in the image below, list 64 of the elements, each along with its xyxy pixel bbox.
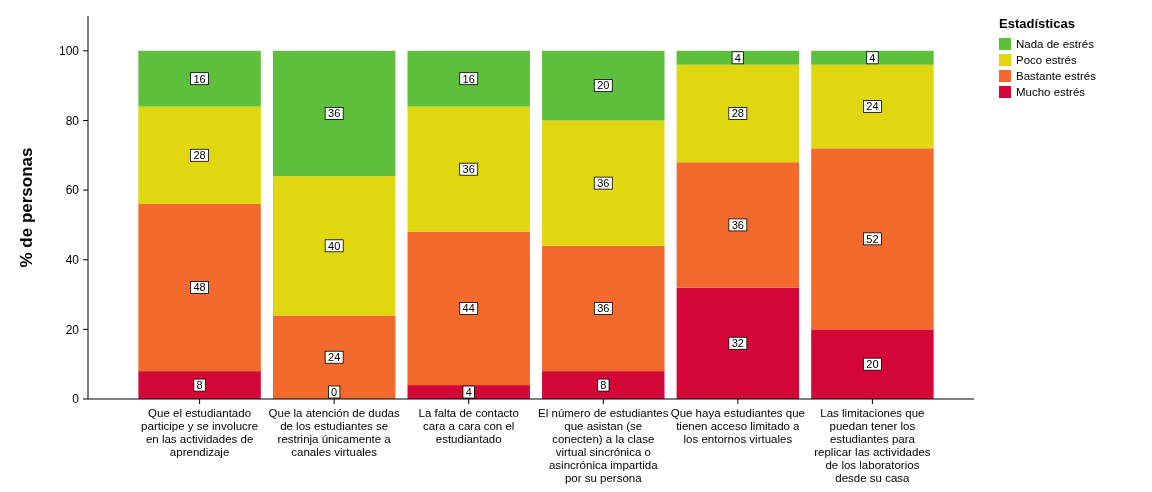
bar xyxy=(407,50,530,107)
bar xyxy=(811,148,934,330)
data-label: 24 xyxy=(866,100,879,113)
x-tick-label: El número de estudiantes que asistan (se conecten) a la clase virtual sincrónica o asincrónica impartida por su persona xyxy=(538,407,669,484)
bar xyxy=(811,329,934,399)
bar xyxy=(138,50,261,107)
data-label: 36 xyxy=(731,218,744,231)
bar xyxy=(542,50,665,121)
bar xyxy=(811,64,934,149)
data-label: 28 xyxy=(731,107,744,120)
annotation: 0 xyxy=(331,385,338,398)
data-label: 32 xyxy=(731,337,744,350)
bar xyxy=(138,204,261,372)
x-tick-label: La falta de contacto cara a cara con el estudiantado xyxy=(418,407,519,445)
data-label: 40 xyxy=(328,239,341,252)
data-label: 16 xyxy=(193,72,206,85)
bar xyxy=(676,50,800,65)
bar xyxy=(542,245,665,372)
x-tick-label: Que haya estudiantes que tienen acceso limitado a los entornos virtuales xyxy=(670,407,805,445)
y-tick-label: 40 xyxy=(65,252,80,267)
legend-label: Nada de estrés xyxy=(1016,38,1095,51)
x-tick-label: Que la atención de dudas de los estudiantes se restrinja únicamente a canales virtuales xyxy=(268,407,400,458)
data-label: 36 xyxy=(462,163,475,176)
bar xyxy=(272,50,396,177)
y-tick-label: 0 xyxy=(72,392,80,407)
data-label: 52 xyxy=(866,232,879,245)
legend-label: Poco estrés xyxy=(1016,54,1077,67)
data-label: 4 xyxy=(465,385,472,398)
data-label: 28 xyxy=(193,149,206,162)
bar xyxy=(272,315,396,399)
legend-label: Bastante estrés xyxy=(1016,70,1097,83)
y-tick-label: 80 xyxy=(65,113,80,128)
y-tick-label: 100 xyxy=(58,44,80,59)
bar xyxy=(407,106,530,232)
data-label: 4 xyxy=(869,51,876,64)
data-label: 24 xyxy=(328,351,341,364)
data-label: 20 xyxy=(866,358,879,371)
bar xyxy=(676,162,800,288)
legend-label: Mucho estrés xyxy=(1016,86,1086,99)
data-label: 36 xyxy=(328,107,341,120)
y-tick-label: 60 xyxy=(65,183,80,198)
bar xyxy=(542,120,665,246)
data-label: 48 xyxy=(193,281,206,294)
data-label: 8 xyxy=(196,378,203,391)
x-tick-label: Que el estudiantado participe y se involucre en las actividades de aprendizaje xyxy=(141,407,259,458)
x-tick-label: Las limitaciones que puedan tener los estudiantes para replicar las actividades de los laboratorios desde su casa xyxy=(814,407,931,484)
data-label: 36 xyxy=(597,176,610,189)
data-label: 44 xyxy=(462,302,475,315)
bar xyxy=(407,231,530,386)
bar xyxy=(676,64,800,163)
y-tick-label: 20 xyxy=(65,322,80,337)
data-label: 36 xyxy=(597,302,610,315)
bar xyxy=(542,371,665,399)
y-axis-title: % de personas xyxy=(17,147,36,268)
bar xyxy=(272,176,396,316)
data-label: 20 xyxy=(597,79,610,92)
legend-title: Estadísticas xyxy=(999,16,1075,31)
data-label: 16 xyxy=(462,72,475,85)
bar xyxy=(676,287,800,399)
bar xyxy=(811,50,934,65)
data-label: 4 xyxy=(734,51,741,64)
bar xyxy=(138,371,261,399)
bar xyxy=(138,106,261,205)
data-label: 8 xyxy=(600,378,607,391)
